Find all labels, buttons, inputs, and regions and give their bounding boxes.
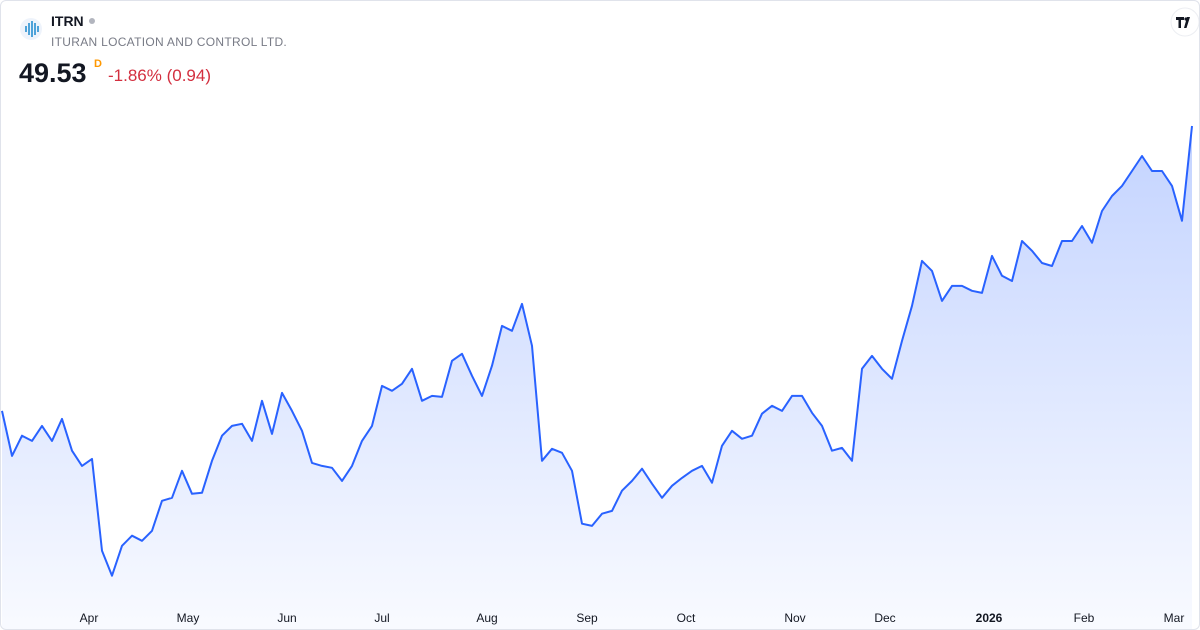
x-tick-label: Nov [784,611,805,625]
x-tick-label: Mar [1164,611,1185,625]
price-change: -1.86% (0.94) [108,66,211,85]
company-name: ITURAN LOCATION AND CONTROL LTD. [51,35,287,49]
x-tick-label: May [177,611,200,625]
price-line [1,125,1193,577]
x-tick-label: Jul [374,611,389,625]
x-tick-label: Dec [874,611,895,625]
tradingview-logo [1170,7,1199,37]
x-tick-label: 2026 [976,611,1003,625]
x-tick-label: Aug [476,611,497,625]
symbol-icon [20,18,42,40]
x-tick-label: Feb [1074,611,1095,625]
last-price: 49.53 [19,58,87,88]
x-tick-label: Jun [277,611,296,625]
x-tick-label: Oct [677,611,696,625]
status-dot [89,18,95,24]
plot-area [1,125,1193,629]
interval: D [94,58,102,70]
x-tick-label: Sep [576,611,598,625]
area-fill [2,126,1192,629]
x-tick-label: Apr [80,611,99,625]
symbol: ITRN [51,13,84,29]
